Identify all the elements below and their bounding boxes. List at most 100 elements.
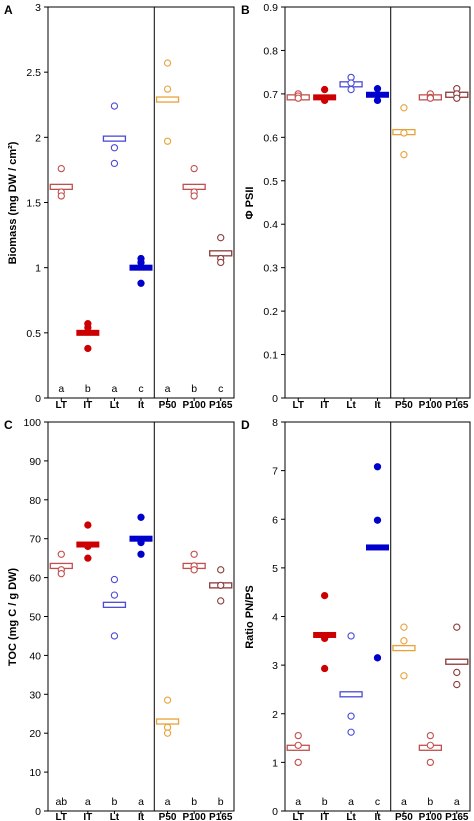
data-point	[426, 731, 435, 740]
data-point	[190, 550, 198, 558]
plot-area	[47, 6, 235, 399]
data-point	[347, 85, 355, 94]
data-point	[217, 234, 225, 242]
mean-bar	[339, 691, 363, 698]
mean-bar	[445, 658, 469, 665]
significance-letter: c	[138, 383, 143, 395]
x-tick-label: P50	[395, 400, 413, 411]
x-tick-label: LT	[56, 812, 67, 821]
data-point	[110, 144, 119, 152]
x-tick-label: P100	[182, 400, 206, 411]
data-point	[373, 654, 382, 662]
y-tick-label: 60	[29, 573, 41, 585]
significance-letter: a	[348, 796, 354, 808]
data-point	[294, 758, 302, 767]
x-tick-label: LT	[292, 812, 303, 821]
data-point	[453, 668, 461, 677]
y-tick-label: 100	[23, 417, 41, 429]
x-tick-label: P165	[209, 400, 233, 411]
data-point	[400, 623, 408, 631]
significance-letter: a	[295, 796, 301, 808]
x-tick-label: Lt	[110, 400, 120, 411]
y-tick-label: 10	[29, 767, 41, 779]
data-point	[137, 258, 145, 267]
y-tick-label: 1.5	[26, 198, 41, 210]
significance-letter: ab	[55, 796, 67, 808]
x-tick-label: P50	[159, 812, 177, 821]
significance-letter: c	[375, 796, 380, 808]
panel-A: A 0 0.5 1 1.5 2 2.5 3 Biomass (mg DW / cm²) LT IT L…	[4, 2, 235, 411]
data-point	[217, 597, 225, 605]
data-point	[400, 104, 408, 112]
x-tick-label: IT	[320, 400, 329, 411]
data-point	[57, 570, 65, 578]
data-point	[373, 96, 382, 105]
y-tick-label: 0.4	[263, 219, 278, 231]
y-tick-label: 0.5	[26, 328, 41, 340]
x-tick-label: Lt	[346, 812, 356, 821]
significance-letter: c	[218, 383, 223, 395]
panel-D: D 0 1 2 3 4 5 6 7 8 Ratio PN/PS LT IT Lt It P50 P100 P165…	[241, 417, 471, 821]
y-tick-label: 0	[272, 393, 278, 405]
data-point	[400, 151, 408, 159]
x-tick-label: P165	[445, 812, 469, 821]
y-tick-label: 50	[29, 612, 41, 624]
y-tick-label: 90	[29, 456, 41, 468]
data-point	[217, 258, 225, 267]
data-point	[190, 164, 198, 173]
data-point	[190, 566, 198, 574]
x-tick-label: It	[138, 812, 145, 821]
y-tick-label: 0.7	[263, 89, 278, 101]
data-point	[110, 632, 119, 640]
y-tick-label: 2.5	[26, 67, 41, 79]
data-point	[347, 712, 355, 720]
y-tick-label: 7	[272, 466, 278, 478]
significance-letter: a	[58, 383, 64, 395]
data-point	[137, 513, 145, 521]
data-point	[347, 632, 355, 640]
y-tick-label: 4	[272, 612, 278, 624]
data-point	[400, 637, 408, 645]
y-tick-label: 1	[35, 263, 41, 275]
data-point	[190, 192, 198, 200]
plot-area	[284, 421, 471, 812]
data-point	[110, 591, 119, 599]
data-point	[294, 731, 302, 740]
data-point	[453, 94, 461, 102]
data-point	[137, 279, 145, 287]
data-point	[163, 59, 172, 67]
significance-letter: a	[165, 796, 171, 808]
data-point	[84, 344, 92, 353]
y-tick-label: 0.6	[263, 132, 278, 144]
mean-bar	[392, 644, 416, 652]
x-tick-label: It	[374, 400, 381, 411]
y-tick-label: 70	[29, 534, 41, 546]
y-tick-label: 0.3	[263, 263, 278, 275]
x-tick-label: P100	[419, 812, 443, 821]
y-axis-title: Φ PSII	[244, 187, 256, 220]
y-axis-title: Biomass (mg DW / cm²)	[7, 141, 19, 264]
data-point	[110, 575, 119, 584]
data-point	[400, 129, 408, 137]
data-point	[373, 516, 382, 524]
y-tick-label: 20	[29, 728, 41, 740]
y-tick-label: 80	[29, 495, 41, 507]
y-tick-label: 1	[272, 757, 278, 769]
data-point	[347, 79, 355, 87]
data-point	[320, 85, 329, 94]
data-point	[137, 538, 145, 547]
x-tick-label: Lt	[346, 400, 356, 411]
mean-bar	[155, 718, 180, 725]
y-axis-title: Ratio PN/PS	[244, 585, 256, 649]
y-tick-label: 3	[35, 2, 41, 14]
y-tick-label: 30	[29, 689, 41, 701]
x-tick-label: IT	[83, 812, 92, 821]
data-point	[294, 741, 302, 750]
data-point	[373, 463, 382, 471]
y-tick-label: 2	[272, 709, 278, 721]
plot-area	[284, 6, 471, 399]
x-tick-label: It	[374, 812, 381, 821]
data-point	[426, 741, 435, 750]
data-point	[320, 664, 329, 673]
significance-letter: a	[85, 796, 91, 808]
